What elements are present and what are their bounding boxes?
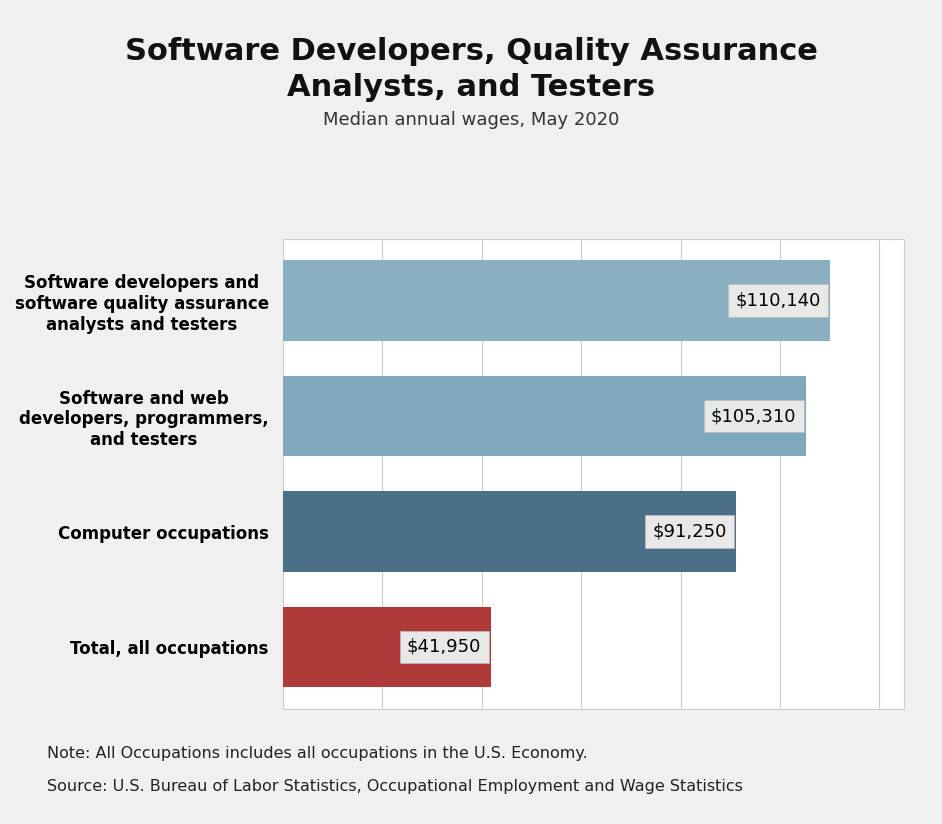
Text: $41,950: $41,950 [407, 638, 481, 656]
Bar [283, 260, 831, 341]
Bar [283, 376, 806, 456]
Text: Software Developers, Quality Assurance
Analysts, and Testers: Software Developers, Quality Assurance A… [124, 37, 818, 102]
Text: $91,250: $91,250 [652, 522, 726, 541]
Text: $105,310: $105,310 [711, 407, 796, 425]
Bar [283, 606, 491, 687]
Text: $110,140: $110,140 [735, 292, 820, 310]
Bar [283, 491, 737, 572]
Text: Note: All Occupations includes all occupations in the U.S. Economy.: Note: All Occupations includes all occup… [47, 746, 588, 761]
Text: Median annual wages, May 2020: Median annual wages, May 2020 [323, 111, 619, 129]
Text: Source: U.S. Bureau of Labor Statistics, Occupational Employment and Wage Statis: Source: U.S. Bureau of Labor Statistics,… [47, 779, 743, 794]
